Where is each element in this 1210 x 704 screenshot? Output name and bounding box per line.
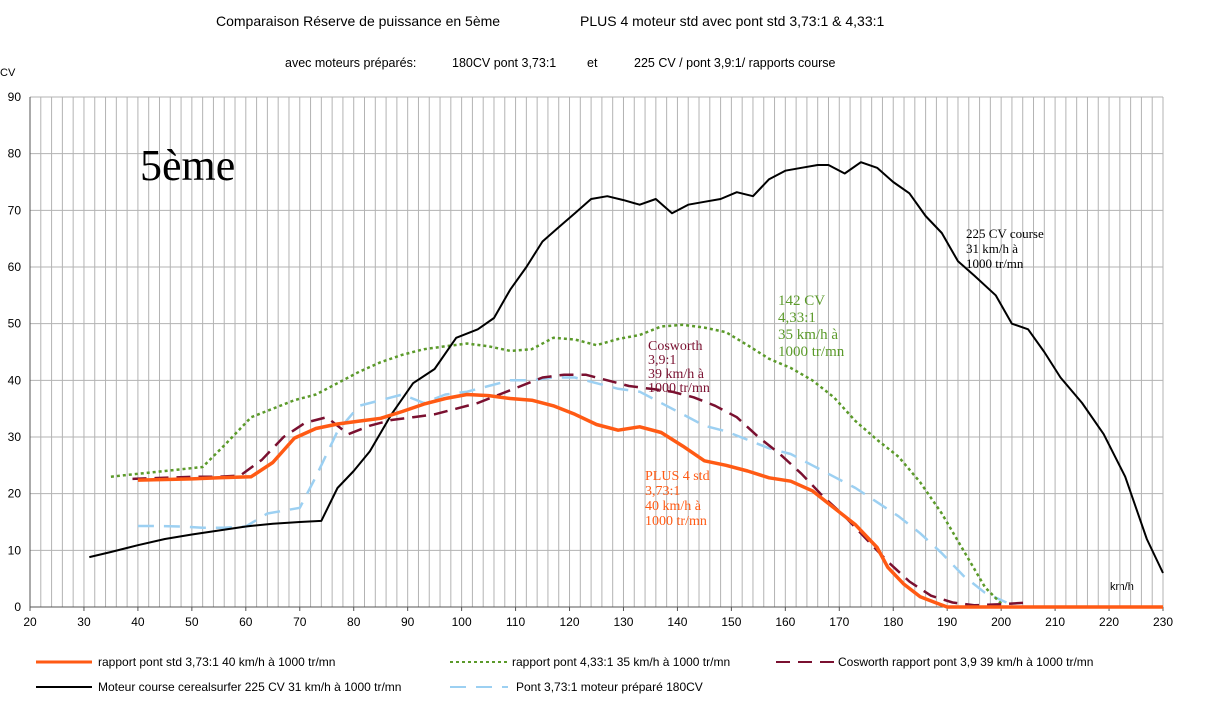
y-tick-label: 20 — [8, 487, 22, 501]
x-tick-label: 40 — [131, 615, 145, 629]
series-line-course-225cv — [89, 161, 1164, 574]
annotation-course-line: 225 CV course — [966, 226, 1044, 241]
y-tick-label: 90 — [8, 90, 22, 104]
annotation-plus4-line: 3,73:1 — [645, 484, 680, 499]
y-tick-label: 80 — [8, 147, 22, 161]
series-line-180cv — [137, 376, 1008, 604]
annotation-course-line: 31 km/h à — [966, 241, 1018, 256]
x-tick-label: 180 — [883, 615, 903, 629]
x-tick-label: 80 — [347, 615, 361, 629]
annotation-plus4-line: PLUS 4 std — [645, 469, 710, 484]
series-group — [89, 161, 1164, 609]
annotation-plus4-line: 40 km/h à — [645, 499, 702, 514]
x-tick-label: 210 — [1045, 615, 1065, 629]
series-line-433 — [110, 323, 1002, 605]
chart-title-left: Comparaison Réserve de puissance en 5ème — [216, 13, 500, 29]
legend-label-course: Moteur course cerealsurfer 225 CV 31 km/… — [98, 680, 401, 694]
x-tick-label: 100 — [452, 615, 472, 629]
legend-label-std: rapport pont std 3,73:1 40 km/h à 1000 t… — [98, 655, 335, 669]
x-tick-label: 110 — [506, 615, 525, 629]
annotation-plus4-line: 1000 tr/mn — [645, 514, 707, 529]
tick-labels: 20 30 40 50 60 70 80 90 100 110 120 130 140 150 160 170… — [8, 90, 1174, 629]
x-tick-label: 160 — [775, 615, 795, 629]
chart-subtitle-left: avec moteurs préparés: — [285, 56, 416, 70]
annotation-142cv-line: 142 CV — [778, 293, 825, 309]
x-tick-label: 190 — [937, 615, 957, 629]
x-tick-label: 30 — [77, 615, 91, 629]
x-tick-label: 140 — [667, 615, 687, 629]
y-tick-label: 40 — [8, 373, 22, 387]
x-tick-label: 220 — [1099, 615, 1119, 629]
y-axis-label: CV — [0, 67, 16, 79]
legend-label-433: rapport pont 4,33:1 35 km/h à 1000 tr/mn — [512, 655, 730, 669]
annotation-plus4: PLUS 4 std 3,73:1 40 km/h à 1000 tr/mn — [645, 469, 710, 529]
legend-label-180cv: Pont 3,73:1 moteur préparé 180CV — [516, 680, 703, 694]
y-tick-label: 0 — [14, 600, 21, 614]
y-tick-label: 10 — [8, 543, 22, 557]
x-tick-label: 60 — [239, 615, 253, 629]
x-tick-label: 90 — [401, 615, 415, 629]
y-tick-label: 60 — [8, 260, 22, 274]
annotation-142cv: 142 CV 4,33:1 35 km/h à 1000 tr/mn — [778, 293, 845, 360]
series-line-cosworth — [132, 373, 1029, 607]
x-tick-label: 230 — [1153, 615, 1173, 629]
x-tick-label: 20 — [23, 615, 37, 629]
gear-label: 5ème — [140, 141, 235, 190]
x-tick-label: 170 — [829, 615, 849, 629]
annotation-142cv-line: 1000 tr/mn — [778, 344, 845, 360]
chart-subtitle-et: et — [587, 56, 598, 70]
annotation-course: 225 CV course 31 km/h à 1000 tr/mn — [966, 226, 1044, 271]
annotation-course-line: 1000 tr/mn — [966, 256, 1024, 271]
series-line-std-373 — [137, 392, 1163, 609]
x-tick-label: 200 — [991, 615, 1011, 629]
x-tick-label: 130 — [613, 615, 633, 629]
annotation-cosworth-line: 39 km/h à — [648, 367, 705, 382]
chart-subtitle-mid: 180CV pont 3,73:1 — [452, 56, 556, 70]
chart-title-right: PLUS 4 moteur std avec pont std 3,73:1 &… — [580, 13, 885, 29]
x-tick-label: 150 — [721, 615, 741, 629]
annotation-cosworth-line: 1000 tr/mn — [648, 381, 710, 396]
annotation-142cv-line: 35 km/h à — [778, 327, 838, 343]
annotation-142cv-line: 4,33:1 — [778, 310, 816, 326]
annotation-cosworth: Cosworth 3,9:1 39 km/h à 1000 tr/mn — [648, 339, 710, 396]
annotation-cosworth-line: 3,9:1 — [648, 353, 676, 368]
x-tick-label: 120 — [560, 615, 580, 629]
y-tick-label: 30 — [8, 430, 22, 444]
x-tick-label: 70 — [293, 615, 307, 629]
chart-subtitle-right: 225 CV / pont 3,9:1/ rapports course — [634, 56, 836, 70]
x-tick-label: 50 — [185, 615, 199, 629]
annotation-cosworth-line: Cosworth — [648, 339, 702, 354]
legend-label-cosworth: Cosworth rapport pont 3,9 39 km/h à 1000… — [838, 655, 1093, 669]
legend: rapport pont std 3,73:1 40 km/h à 1000 t… — [36, 655, 1093, 694]
y-tick-label: 50 — [8, 317, 22, 331]
y-tick-label: 70 — [8, 203, 22, 217]
x-axis-label: km/h — [1110, 581, 1134, 593]
